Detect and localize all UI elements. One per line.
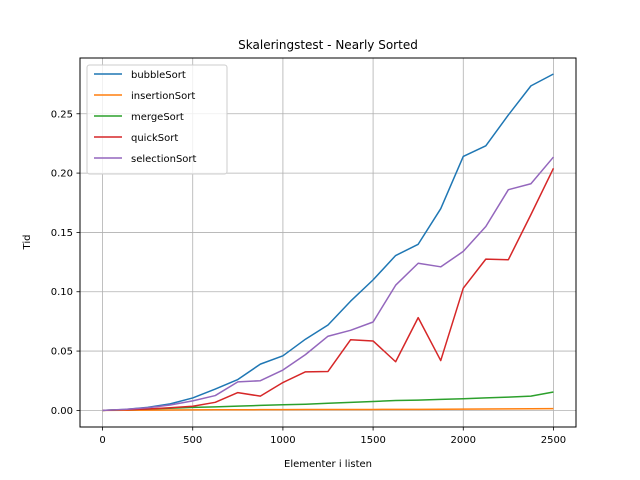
- legend-label-selectionSort: selectionSort: [131, 154, 197, 165]
- x-tick-label: 2000: [451, 435, 476, 446]
- legend-box: [86, 64, 228, 175]
- legend-label-mergeSort: mergeSort: [131, 112, 184, 123]
- series-line-bubbleSort: [102, 73, 554, 412]
- y-tick-label: 0.15: [51, 228, 73, 239]
- series-lines: [102, 73, 555, 412]
- y-tick-label: 0.00: [51, 406, 73, 417]
- y-axis-ticks: 0.00 0.05 0.10 0.15 0.20 0.25: [51, 109, 80, 417]
- legend-label-bubbleSort: bubbleSort: [131, 70, 186, 81]
- x-tick-label: 0: [99, 435, 105, 446]
- x-axis-ticks: 0 500 1000 1500 2000 2500: [99, 427, 566, 446]
- axes-frame: [79, 57, 577, 428]
- legend-label-insertionSort: insertionSort: [131, 91, 195, 102]
- y-tick-label: 0.10: [51, 287, 73, 298]
- series-line-quickSort: [102, 168, 555, 412]
- x-tick-label: 2500: [541, 435, 566, 446]
- series-line-insertionSort: [102, 407, 554, 412]
- grid: [80, 58, 576, 427]
- y-tick-label: 0.25: [51, 109, 73, 120]
- series-line-selectionSort: [102, 156, 555, 412]
- chart-title: Skaleringstest - Nearly Sorted: [238, 38, 418, 52]
- x-tick-label: 500: [183, 435, 202, 446]
- x-tick-label: 1500: [360, 435, 385, 446]
- legend: bubbleSort insertionSort mergeSort quickSor…: [86, 64, 228, 175]
- legend-label-quickSort: quickSort: [131, 133, 178, 144]
- y-axis-label: Tid: [22, 235, 33, 251]
- y-tick-label: 0.20: [51, 169, 73, 180]
- x-tick-label: 1000: [270, 435, 295, 446]
- x-axis-label: Elementer i listen: [284, 459, 372, 470]
- y-tick-label: 0.05: [51, 347, 73, 358]
